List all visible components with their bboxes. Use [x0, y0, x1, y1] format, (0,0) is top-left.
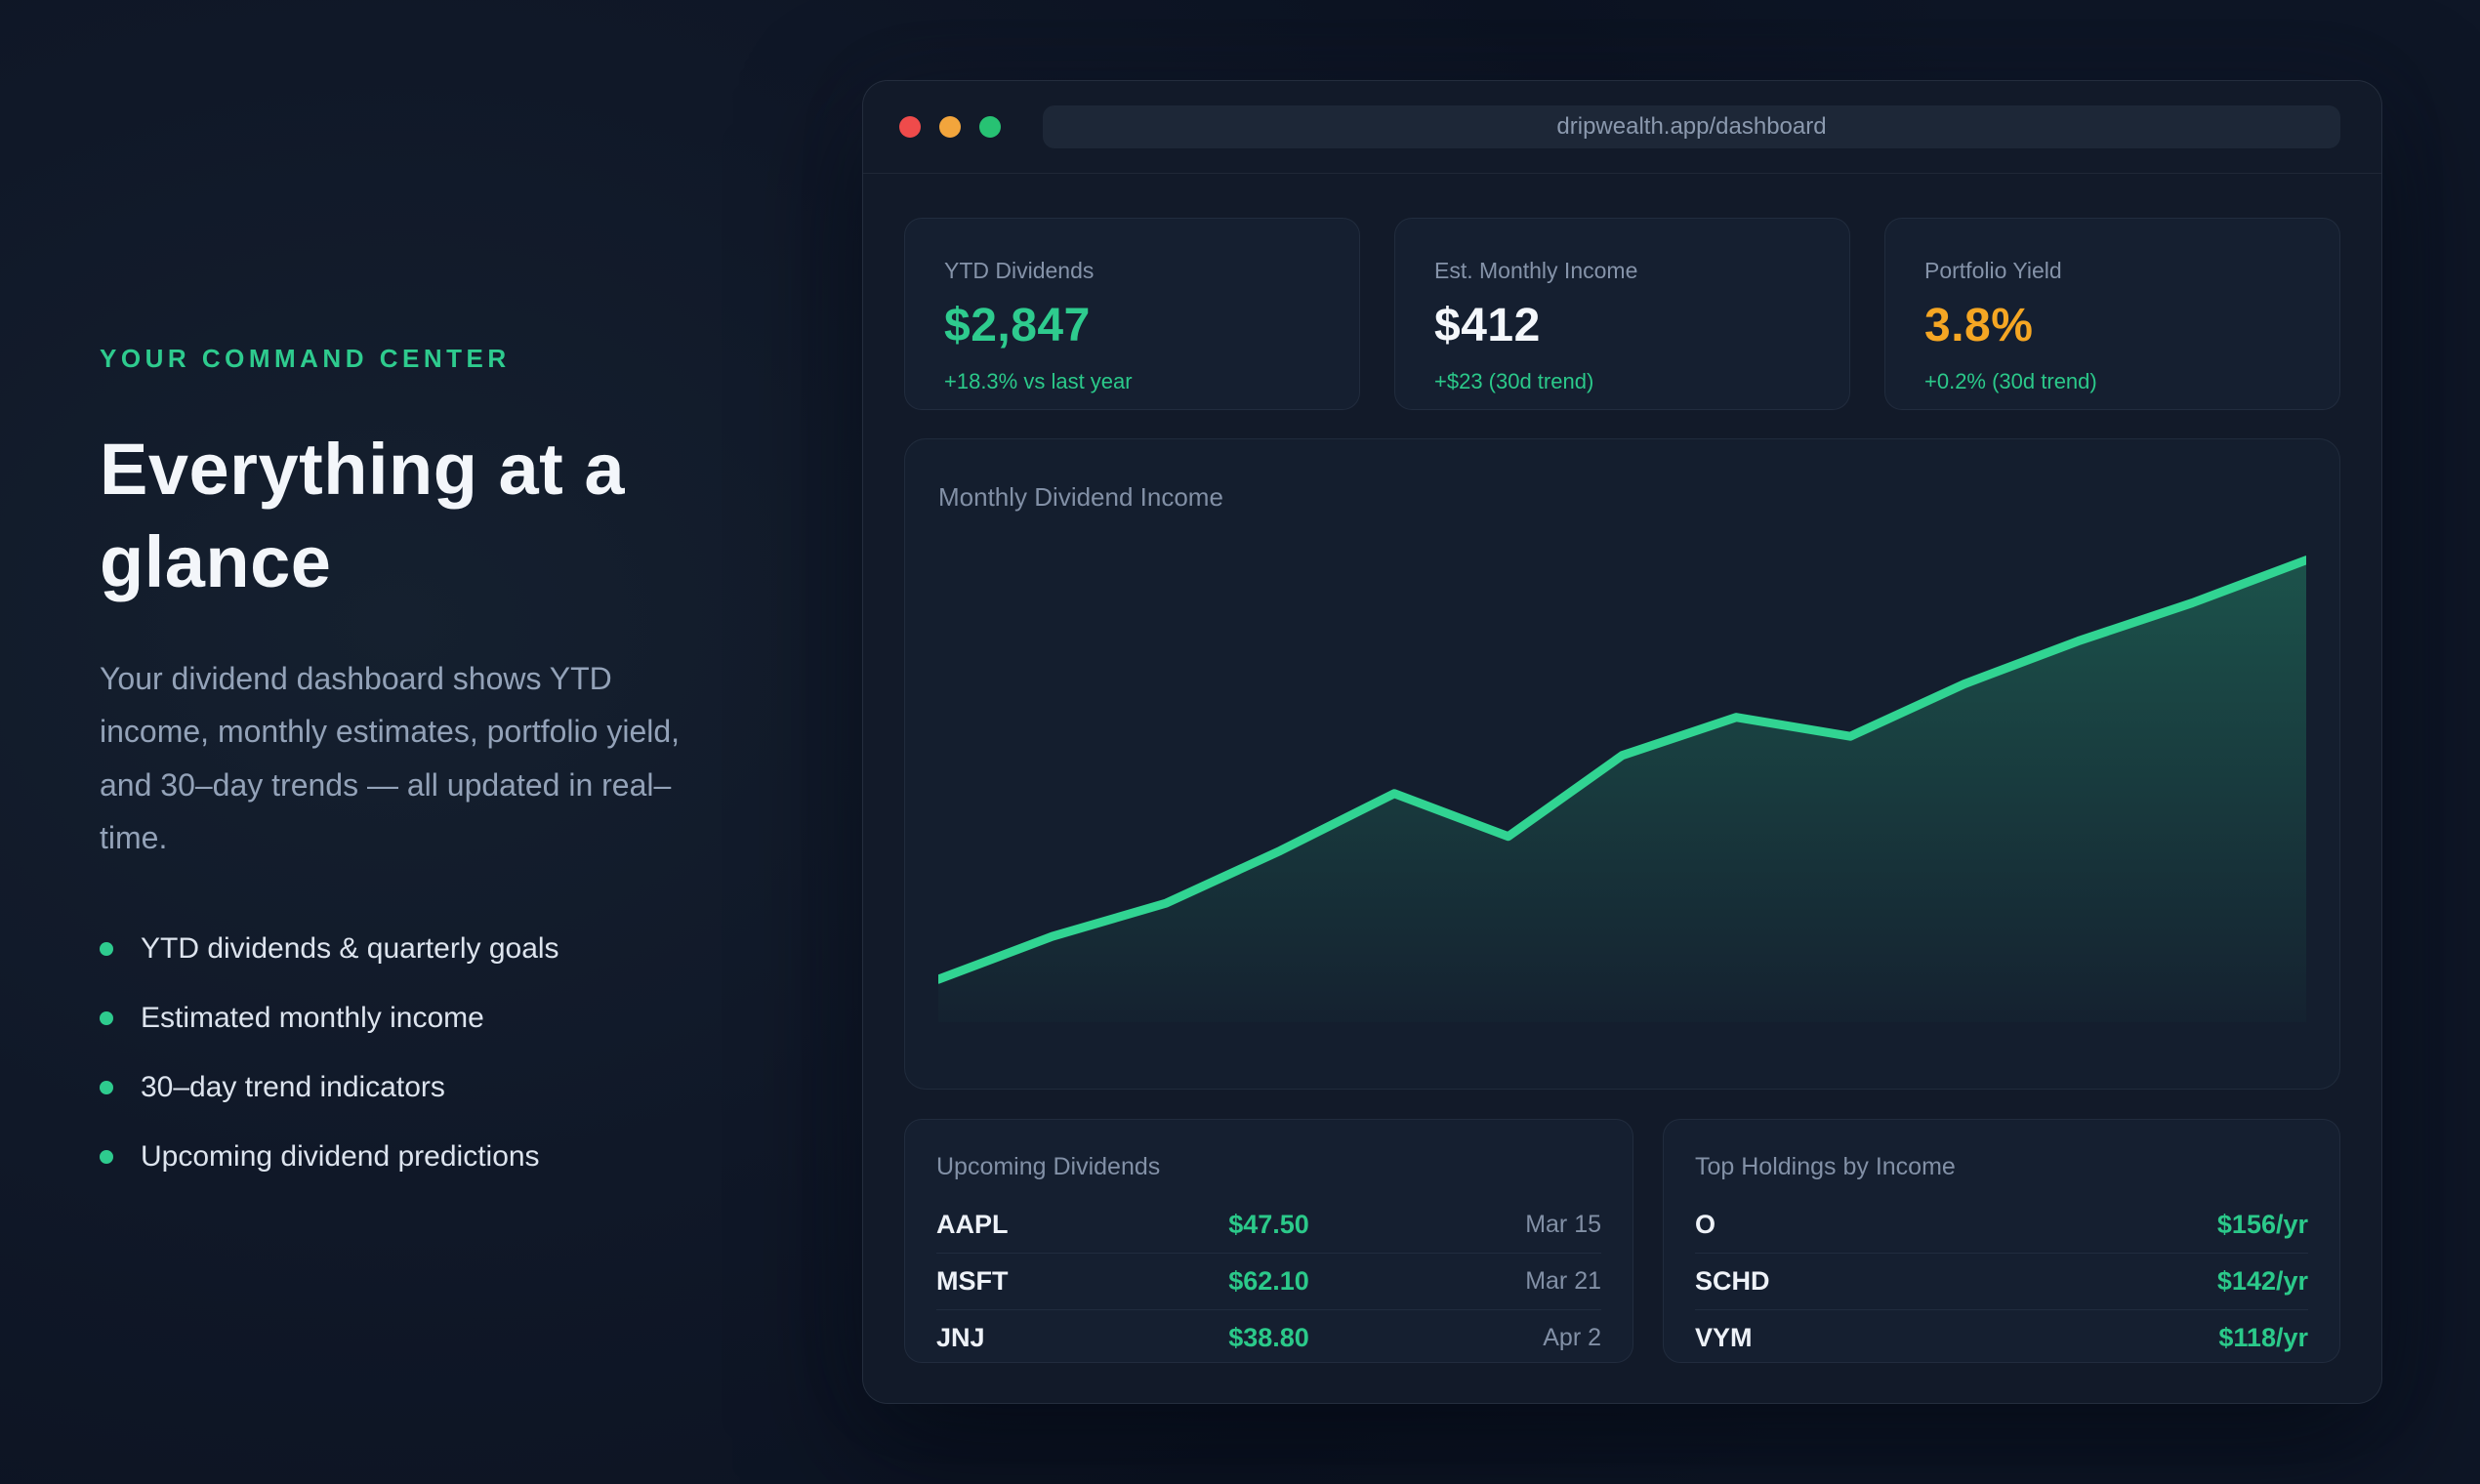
date-cell: Mar 15: [1525, 1211, 1601, 1238]
table-row: O $156/yr: [1695, 1197, 2308, 1253]
window-controls: [899, 116, 1001, 138]
stat-label: YTD Dividends: [944, 258, 1095, 283]
list-item: YTD dividends & quarterly goals: [100, 932, 744, 966]
stat-label: Portfolio Yield: [1924, 258, 2062, 283]
table-row: SCHD $142/yr: [1695, 1253, 2308, 1309]
bullet-dot-icon: [100, 1150, 113, 1165]
page-title: Everything at a glance: [100, 429, 626, 603]
amount-cell: $47.50: [1228, 1210, 1309, 1239]
stat-cards-row: YTD Dividends $2,847 +18.3% vs last year…: [904, 218, 2340, 410]
table-row: VYM $118/yr: [1695, 1309, 2308, 1366]
panel-title: Upcoming Dividends: [936, 1153, 1161, 1180]
table-row: JNJ $38.80 Apr 2: [936, 1309, 1601, 1366]
date-cell: Apr 2: [1543, 1324, 1601, 1351]
top-holdings-table: O $156/yr SCHD $142/yr VYM $118/yr: [1695, 1197, 2308, 1366]
ticker-cell: O: [1695, 1210, 1716, 1239]
upcoming-dividends-panel: Upcoming Dividends AAPL $47.50 Mar 15 MS…: [904, 1119, 1633, 1363]
chart-line: [938, 556, 2306, 984]
list-item: 30–day trend indicators: [100, 1071, 744, 1104]
stat-card-ytd-dividends: YTD Dividends $2,847 +18.3% vs last year: [904, 218, 1360, 410]
stat-value: $412: [1434, 300, 1541, 351]
stat-delta: +$23 (30d trend): [1434, 369, 1594, 393]
table-row: AAPL $47.50 Mar 15: [936, 1197, 1601, 1253]
browser-window: dripwealth.app/dashboard YTD Dividends $…: [862, 80, 2382, 1404]
date-cell: Mar 21: [1525, 1267, 1601, 1295]
bottom-panels-row: Upcoming Dividends AAPL $47.50 Mar 15 MS…: [904, 1119, 2340, 1363]
url-bar[interactable]: dripwealth.app/dashboard: [1043, 105, 2340, 148]
amount-cell: $118/yr: [2218, 1323, 2308, 1352]
hero-section: YOUR COMMAND CENTER Everything at a glan…: [100, 344, 744, 1210]
bullet-dot-icon: [100, 1011, 113, 1026]
top-holdings-panel: Top Holdings by Income O $156/yr SCHD $1…: [1663, 1119, 2340, 1363]
amount-cell: $156/yr: [2216, 1210, 2308, 1239]
list-item: Estimated monthly income: [100, 1002, 744, 1035]
ticker-cell: MSFT: [936, 1266, 1009, 1296]
browser-titlebar: dripwealth.app/dashboard: [863, 81, 2381, 174]
list-item: Upcoming dividend predictions: [100, 1140, 744, 1174]
eyebrow-label: YOUR COMMAND CENTER: [100, 344, 511, 373]
maximize-window-icon[interactable]: [979, 116, 1001, 138]
stat-card-monthly-income: Est. Monthly Income $412 +$23 (30d trend…: [1394, 218, 1850, 410]
ticker-cell: VYM: [1695, 1323, 1753, 1352]
ticker-cell: JNJ: [936, 1323, 985, 1352]
list-item-label: YTD dividends & quarterly goals: [141, 932, 559, 966]
chart-title: Monthly Dividend Income: [938, 482, 1223, 512]
chart-area-fill: [938, 559, 2306, 1022]
amount-cell: $62.10: [1228, 1266, 1309, 1296]
bullet-dot-icon: [100, 942, 113, 957]
close-window-icon[interactable]: [899, 116, 921, 138]
amount-cell: $142/yr: [2216, 1266, 2308, 1296]
table-row: MSFT $62.10 Mar 21: [936, 1253, 1601, 1309]
stat-delta: +18.3% vs last year: [944, 369, 1133, 393]
panel-title: Top Holdings by Income: [1695, 1153, 1956, 1180]
dashboard-content: YTD Dividends $2,847 +18.3% vs last year…: [863, 174, 2381, 1363]
amount-cell: $38.80: [1228, 1323, 1309, 1352]
list-item-label: Upcoming dividend predictions: [141, 1140, 540, 1174]
stat-card-portfolio-yield: Portfolio Yield 3.8% +0.2% (30d trend): [1884, 218, 2340, 410]
stat-label: Est. Monthly Income: [1434, 258, 1638, 283]
hero-description: Your dividend dashboard shows YTD income…: [100, 660, 681, 856]
monthly-income-chart-card: Monthly Dividend Income: [904, 438, 2340, 1090]
minimize-window-icon[interactable]: [939, 116, 961, 138]
bullet-dot-icon: [100, 1081, 113, 1095]
ticker-cell: AAPL: [936, 1210, 1009, 1239]
upcoming-dividends-table: AAPL $47.50 Mar 15 MSFT $62.10 Mar 21 JN…: [936, 1197, 1601, 1366]
stat-value: 3.8%: [1924, 300, 2034, 351]
list-item-label: Estimated monthly income: [141, 1002, 484, 1035]
stat-value: $2,847: [944, 300, 1091, 351]
ticker-cell: SCHD: [1695, 1266, 1770, 1296]
list-item-label: 30–day trend indicators: [141, 1071, 445, 1104]
feature-list: YTD dividends & quarterly goals Estimate…: [100, 932, 744, 1174]
income-area-chart: [938, 556, 2306, 1022]
stat-delta: +0.2% (30d trend): [1924, 369, 2097, 393]
